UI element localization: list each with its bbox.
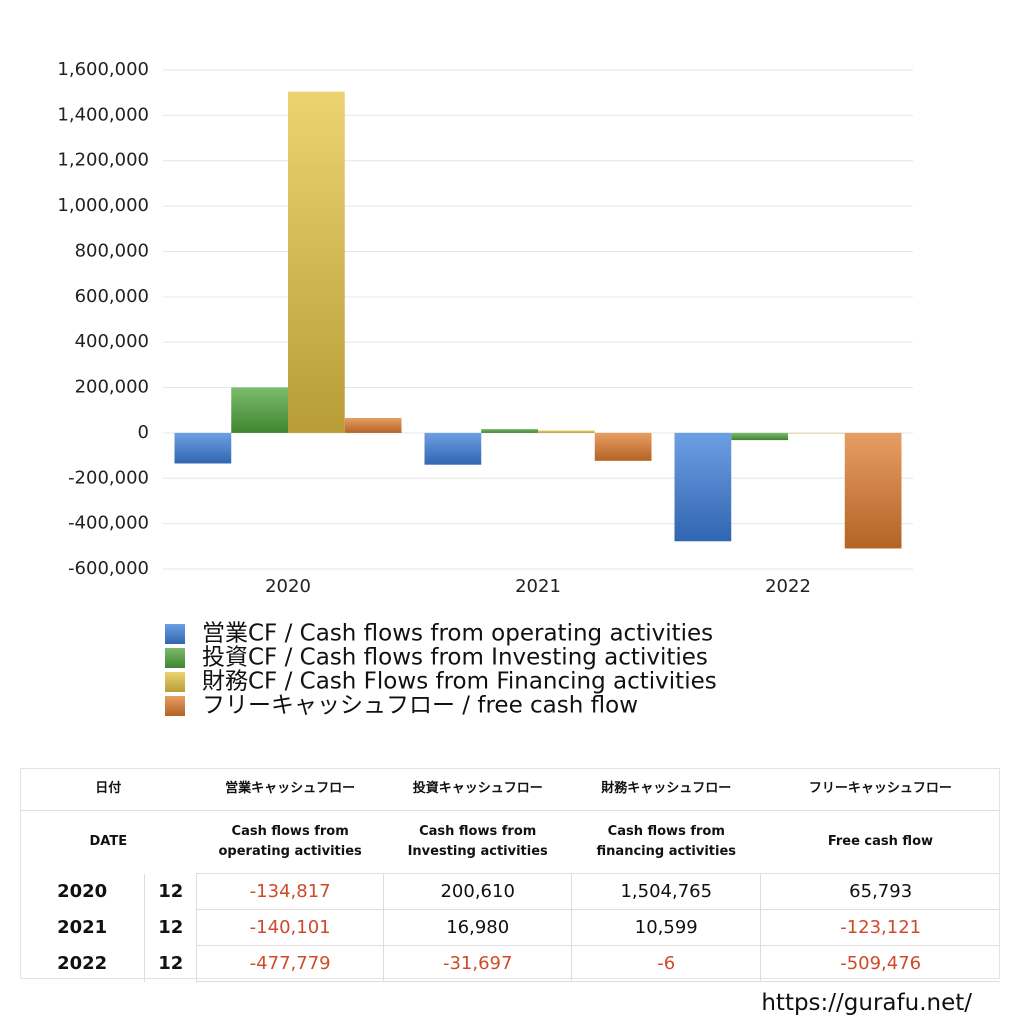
bar: [674, 432, 732, 542]
y-tick-label: 400,000: [75, 331, 149, 352]
legend-label: 財務CF / Cash Flows from Financing activit…: [202, 669, 717, 695]
table-cell: -509,476: [760, 945, 1000, 982]
table-cell: 2022: [57, 953, 108, 974]
table-cell: 2021: [57, 917, 108, 938]
legend-swatch: [165, 696, 185, 716]
bar: [594, 432, 652, 461]
header-cell: Cash flows from operating activities: [196, 810, 384, 874]
table-cell: -140,101: [196, 909, 384, 946]
table-cell: 12: [144, 909, 197, 946]
y-tick-label: 600,000: [75, 286, 149, 307]
bar: [231, 387, 288, 433]
header-row: DATE Cash flows from operating activities…: [20, 810, 1000, 874]
bar: [844, 432, 902, 549]
footer-url: https://gurafu.net/: [761, 990, 972, 1016]
legend-swatch: [165, 672, 185, 692]
table-cell: 200,610: [383, 873, 572, 910]
header-cell: 日付: [95, 781, 122, 796]
y-tick-label: -400,000: [68, 513, 149, 534]
y-tick-label: 0: [138, 422, 149, 443]
chart: -600,000 -400,000 -200,000 0 200,000 400,000 6…: [57, 59, 913, 719]
header-cell: Free cash flow: [760, 810, 1000, 874]
legend-swatch: [165, 648, 185, 668]
y-tick-label: 1,600,000: [57, 59, 149, 80]
table-cell: 1,504,765: [571, 873, 761, 910]
header-cell: Cash flows from financing activities: [571, 810, 761, 874]
bar: [788, 432, 845, 434]
y-tick-label: 800,000: [75, 240, 149, 261]
data-row: 2022 12 -477,779 -31,697 -6 -509,476: [20, 945, 1000, 982]
y-tick-label: -200,000: [68, 467, 149, 488]
y-tick-label: 200,000: [75, 377, 149, 398]
data-row: 2021 12 -140,101 16,980 10,599 -123,121: [20, 909, 1000, 946]
table-cell: 12: [144, 945, 197, 982]
y-tick-label: 1,400,000: [57, 104, 149, 125]
table-cell: 2020: [57, 881, 108, 902]
y-tick-label: -600,000: [68, 558, 149, 579]
x-tick-label: 2022: [765, 576, 811, 597]
table-cell: -123,121: [760, 909, 1000, 946]
bar: [731, 432, 788, 441]
header-cell: フリーキャッシュフロー: [808, 781, 952, 796]
legend-label: 投資CF / Cash flows from Investing activit…: [202, 645, 708, 671]
bar: [538, 430, 595, 433]
header-cell: 投資キャッシュフロー: [412, 781, 543, 796]
bar: [174, 432, 232, 464]
legend-swatch: [165, 624, 185, 644]
table-cell: 16,980: [383, 909, 572, 946]
table-cell: -31,697: [383, 945, 572, 982]
table-cell: -6: [571, 945, 761, 982]
bar: [288, 91, 345, 433]
header-row: 日付 営業キャッシュフロー 投資キャッシュフロー 財務キャッシュフロー フリーキャッシュ…: [20, 768, 1000, 811]
table-cell: 10,599: [571, 909, 761, 946]
table-cell: -134,817: [196, 873, 384, 910]
bar: [424, 432, 482, 465]
legend-label: 営業CF / Cash flows from operating activit…: [202, 621, 713, 647]
header-cell: Cash flows from Investing activities: [383, 810, 572, 874]
data-row: 2020 12 -134,817 200,610 1,504,765 65,793: [20, 873, 1000, 910]
header-cell: 営業キャッシュフロー: [225, 781, 356, 796]
x-tick-label: 2020: [265, 576, 311, 597]
y-tick-label: 1,200,000: [57, 150, 149, 171]
header-cell: 財務キャッシュフロー: [601, 781, 732, 796]
y-tick-label: 1,000,000: [57, 195, 149, 216]
x-tick-label: 2021: [515, 576, 561, 597]
bar: [481, 429, 538, 433]
table-cell: -477,779: [196, 945, 384, 982]
data-table: 日付 営業キャッシュフロー 投資キャッシュフロー 財務キャッシュフロー フリーキャッシュ…: [20, 768, 1000, 982]
table-cell: 12: [144, 873, 197, 910]
table-cell: 65,793: [760, 873, 1000, 910]
bar: [344, 417, 402, 433]
header-cell: DATE: [20, 810, 197, 874]
legend-label: フリーキャッシュフロー / free cash flow: [202, 693, 638, 719]
